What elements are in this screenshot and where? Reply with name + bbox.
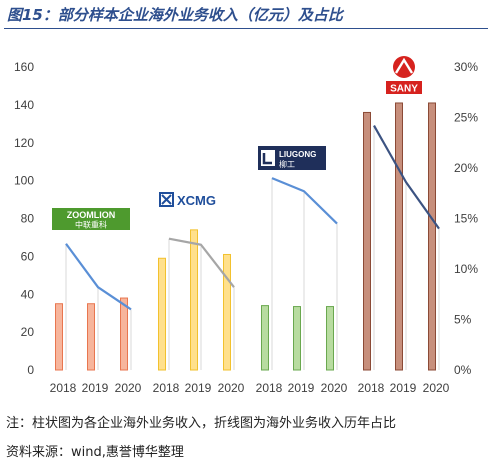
bar xyxy=(120,297,128,371)
bar xyxy=(428,102,436,371)
x-tick-label: 2020 xyxy=(423,381,450,395)
figure-source: 资料来源：wind,惠誉博华整理 xyxy=(6,445,184,460)
share-line xyxy=(65,243,132,311)
left-tick-label: 60 xyxy=(21,249,35,263)
sany-logo: SANY xyxy=(386,56,422,95)
bar xyxy=(261,305,269,371)
x-tick-label: 2020 xyxy=(218,381,245,395)
liugong-logo: LIUGONG 柳工 xyxy=(258,146,326,170)
sany-logo-bar xyxy=(386,81,422,94)
zoomlion-logo-subtext: 中联重科 xyxy=(75,220,107,230)
zoomlion-logo: ZOOMLION 中联重科 xyxy=(52,208,130,230)
x-tick-label: 2020 xyxy=(321,381,348,395)
right-tick-label: 20% xyxy=(454,161,478,175)
title-underline xyxy=(4,28,488,29)
right-tick-label: 15% xyxy=(454,212,478,226)
x-axis-ticks: 2018 2019 2020 2018 2019 2020 2018 2019 2020 2018… xyxy=(50,381,450,395)
bar xyxy=(223,253,231,371)
x-tick-label: 2019 xyxy=(390,381,417,395)
figure-note: 注：柱状图为各企业海外业务收入，折线图为海外业务收入历年占比 xyxy=(6,416,397,431)
left-tick-label: 40 xyxy=(21,287,35,301)
bar xyxy=(395,102,403,371)
share-lines xyxy=(65,125,440,311)
share-line xyxy=(373,125,440,230)
x-tick-label: 2019 xyxy=(288,381,315,395)
xcmg-logo-mark xyxy=(159,192,174,207)
sany-logo-mark xyxy=(393,56,415,78)
zoomlion-logo-bg xyxy=(52,208,130,230)
bar xyxy=(87,303,95,371)
left-tick-label: 160 xyxy=(14,60,34,74)
liugong-logo-subtext: 柳工 xyxy=(279,159,295,169)
group-guide-lines xyxy=(65,125,440,370)
share-line xyxy=(168,237,235,288)
share-line xyxy=(271,177,338,225)
left-tick-label: 140 xyxy=(14,98,34,112)
left-tick-label: 100 xyxy=(14,174,34,188)
liugong-logo-text: LIUGONG xyxy=(279,150,316,159)
bar xyxy=(363,111,371,371)
right-tick-label: 5% xyxy=(454,313,472,327)
xcmg-logo-text: XCMG xyxy=(177,193,216,208)
right-axis-ticks: 0% 5% 10% 15% 20% 25% 30% xyxy=(454,60,478,377)
left-tick-label: 20 xyxy=(21,325,35,339)
right-tick-label: 10% xyxy=(454,262,478,276)
zoomlion-logo-text: ZOOMLION xyxy=(67,210,116,220)
x-tick-label: 2018 xyxy=(358,381,385,395)
x-tick-label: 2020 xyxy=(115,381,142,395)
x-tick-label: 2019 xyxy=(82,381,109,395)
bar xyxy=(326,306,334,371)
x-tick-label: 2018 xyxy=(153,381,180,395)
x-tick-label: 2019 xyxy=(185,381,212,395)
x-tick-label: 2018 xyxy=(50,381,77,395)
x-tick-label: 2018 xyxy=(256,381,283,395)
xcmg-logo: XCMG xyxy=(159,192,216,208)
bar xyxy=(293,306,301,371)
bar xyxy=(158,257,166,371)
left-axis-ticks: 0 20 40 60 80 100 120 140 160 xyxy=(14,60,34,377)
sany-logo-text: SANY xyxy=(390,84,418,95)
bars xyxy=(55,102,436,371)
left-tick-label: 120 xyxy=(14,136,34,150)
left-tick-label: 80 xyxy=(21,212,35,226)
left-tick-label: 0 xyxy=(27,363,34,377)
right-tick-label: 25% xyxy=(454,111,478,125)
figure-title: 图15：部分样本企业海外业务收入（亿元）及占比 xyxy=(7,6,343,24)
right-tick-label: 30% xyxy=(454,60,478,74)
right-tick-label: 0% xyxy=(454,363,472,377)
xcmg-logo-cross xyxy=(161,194,172,205)
bar xyxy=(55,303,63,371)
bar xyxy=(190,229,198,371)
chart-area: 0 20 40 60 80 100 120 140 160 0% 5% 10% 15% 20% 25% 30… xyxy=(14,56,478,395)
